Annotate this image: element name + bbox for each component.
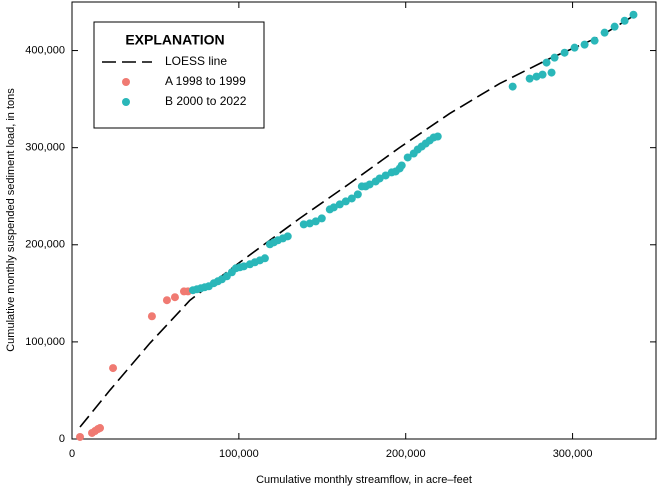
scatter-point xyxy=(305,219,314,228)
scatter-point xyxy=(76,432,85,441)
loess-line xyxy=(79,14,636,428)
scatter-point xyxy=(147,312,156,321)
scatter-point xyxy=(397,161,406,170)
scatter-point xyxy=(560,48,569,57)
scatter-point xyxy=(525,74,534,83)
scatter-point xyxy=(311,217,320,226)
scatter-point xyxy=(620,16,629,25)
legend-label: A 1998 to 1999 xyxy=(165,74,246,88)
y-tick-label: 0 xyxy=(59,433,65,445)
scatter-point xyxy=(162,296,171,305)
scatter-point xyxy=(317,214,326,223)
x-tick-label: 200,000 xyxy=(386,448,426,460)
scatter-point xyxy=(538,70,547,79)
scatter-point xyxy=(365,180,374,189)
legend-swatch xyxy=(122,98,130,106)
scatter-point xyxy=(433,132,442,141)
legend-label: B 2000 to 2022 xyxy=(165,94,247,108)
x-tick-label: 300,000 xyxy=(553,448,593,460)
scatter-point xyxy=(335,200,344,209)
scatter-point xyxy=(239,262,248,271)
scatter-point xyxy=(547,68,556,77)
y-tick-label: 200,000 xyxy=(25,239,65,251)
scatter-point xyxy=(299,220,308,229)
scatter-point xyxy=(260,254,269,263)
scatter-point xyxy=(610,22,619,31)
scatter-point xyxy=(570,43,579,52)
legend-label: LOESS line xyxy=(165,54,227,68)
y-tick-label: 100,000 xyxy=(25,336,65,348)
scatter-point xyxy=(629,10,638,19)
scatter-point xyxy=(283,232,292,241)
x-tick-label: 100,000 xyxy=(219,448,259,460)
scatter-point xyxy=(96,424,105,433)
legend-box xyxy=(93,21,265,129)
scatter-point xyxy=(532,72,541,81)
scatter-point xyxy=(347,194,356,203)
scatter-point xyxy=(329,203,338,212)
x-axis-label: Cumulative monthly streamflow, in acre–f… xyxy=(256,474,472,486)
y-axis-label: Cumulative monthly suspended sediment lo… xyxy=(5,88,17,352)
scatter-point xyxy=(580,40,589,49)
scatter-point xyxy=(341,197,350,206)
plot-frame xyxy=(71,1,657,440)
y-tick-label: 300,000 xyxy=(25,142,65,154)
legend-title: EXPLANATION xyxy=(125,32,224,48)
scatter-point xyxy=(542,58,551,67)
scatter-point xyxy=(170,293,179,302)
scatter-point xyxy=(508,82,517,91)
y-tick-label: 400,000 xyxy=(25,44,65,56)
scatter-point xyxy=(353,190,362,199)
x-tick-label: 0 xyxy=(69,448,75,460)
legend-swatch xyxy=(122,78,130,86)
scatter-point xyxy=(381,171,390,180)
scatter-point xyxy=(403,153,412,162)
scatter-point xyxy=(109,364,118,373)
scatter-point xyxy=(550,53,559,62)
scatter-point xyxy=(590,36,599,45)
scatter-point xyxy=(375,174,384,183)
scatter-point xyxy=(600,28,609,37)
